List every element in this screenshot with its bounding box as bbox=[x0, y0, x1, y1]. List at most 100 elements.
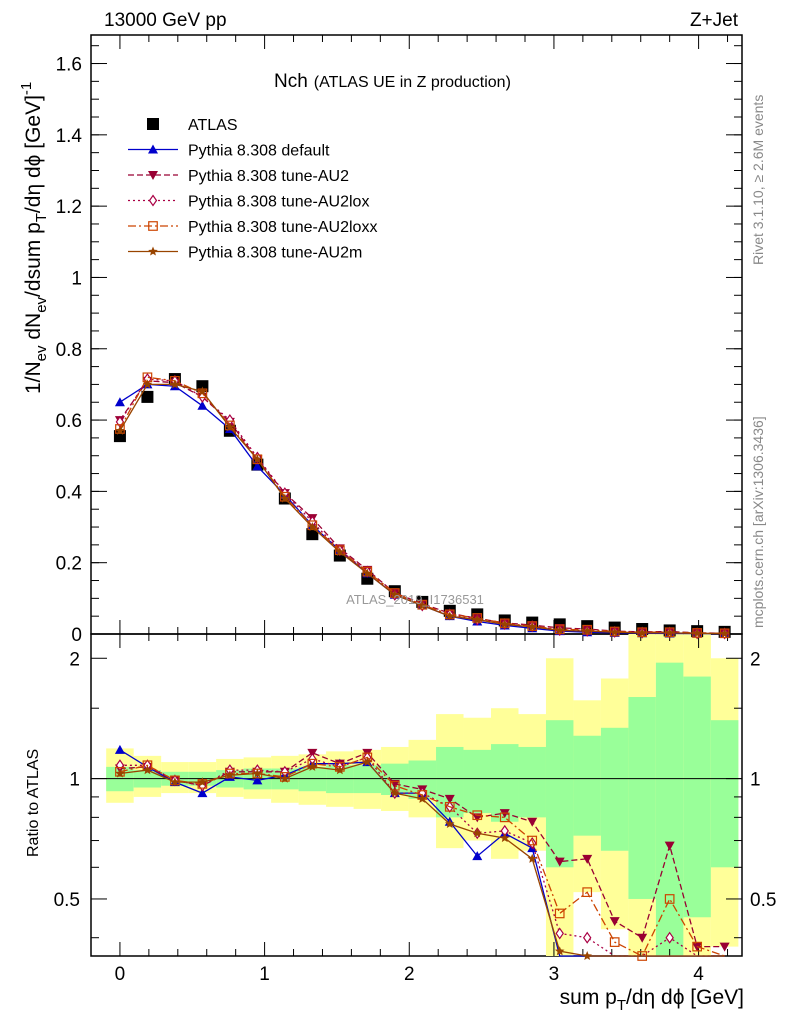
data-point bbox=[472, 614, 482, 624]
data-point bbox=[225, 422, 235, 432]
y-tick-label: 0.4 bbox=[56, 482, 83, 503]
data-point bbox=[389, 588, 400, 598]
y-tick-label: 0.8 bbox=[56, 340, 82, 361]
legend-label: Pythia 8.308 default bbox=[188, 143, 330, 160]
x-tick-label: 1 bbox=[259, 964, 270, 985]
data-point bbox=[141, 390, 154, 403]
ratio-y-tick-label-right: 0.5 bbox=[750, 890, 776, 911]
band-green bbox=[353, 765, 382, 794]
data-point bbox=[390, 788, 400, 798]
data-point bbox=[115, 766, 125, 777]
data-point bbox=[554, 908, 565, 919]
data-point bbox=[445, 819, 455, 828]
data-point bbox=[664, 627, 675, 638]
data-point bbox=[225, 420, 235, 431]
legend-entry: Pythia 8.308 tune-AU2m bbox=[128, 245, 362, 262]
band-green bbox=[463, 749, 492, 814]
axis-ticks bbox=[90, 35, 742, 956]
tick-labels: 0 1 2 3 4 0 0.2 0.4 0.6 0.8 1 1.2 1.4 1.6 0.5 0.5 1 1 2 2 bbox=[54, 55, 777, 985]
legend-label: Pythia 8.308 tune-AU2 bbox=[188, 168, 349, 185]
data-point bbox=[142, 765, 153, 775]
data-point bbox=[334, 545, 345, 556]
ratio-panel-series bbox=[114, 744, 730, 961]
data-point bbox=[225, 768, 235, 779]
data-point bbox=[555, 927, 564, 940]
y-tick-label: 1.6 bbox=[56, 55, 82, 76]
ratio-y-tick-label-right: 1 bbox=[750, 770, 761, 791]
data-point bbox=[472, 810, 483, 821]
data-point bbox=[307, 761, 318, 771]
data-point bbox=[225, 770, 235, 780]
data-point bbox=[719, 942, 730, 952]
data-point bbox=[582, 854, 593, 864]
data-point bbox=[148, 221, 158, 231]
legend-entry: ATLAS bbox=[147, 117, 238, 134]
ratio-y-tick-label-left: 0.5 bbox=[54, 890, 80, 911]
band-green bbox=[683, 676, 711, 918]
ratio-y-tick-label-left: 1 bbox=[69, 770, 80, 791]
data-point bbox=[417, 599, 428, 610]
y-tick-label: 0.2 bbox=[56, 554, 82, 575]
x-tick-label: 2 bbox=[404, 964, 415, 985]
data-point bbox=[444, 801, 455, 812]
band-green bbox=[628, 697, 656, 899]
data-point bbox=[582, 931, 592, 944]
y-tick-label: 0 bbox=[71, 625, 82, 646]
y-tick-label: 1.4 bbox=[56, 126, 83, 147]
x-tick-label: 4 bbox=[693, 964, 704, 985]
data-point bbox=[148, 194, 158, 207]
data-point bbox=[582, 887, 593, 898]
band-green bbox=[491, 744, 519, 822]
data-point bbox=[252, 461, 263, 471]
y-axis-label-bottom: Ratio to ATLAS bbox=[25, 749, 42, 857]
y-tick-label: 1.2 bbox=[56, 197, 82, 218]
data-point bbox=[115, 768, 125, 778]
data-point bbox=[500, 833, 510, 843]
data-point bbox=[609, 627, 620, 637]
data-point bbox=[555, 946, 565, 956]
data-point bbox=[609, 917, 620, 927]
data-point bbox=[280, 773, 290, 783]
energy-label: 13000 GeV pp bbox=[104, 10, 227, 31]
data-point bbox=[115, 424, 125, 434]
band-green bbox=[573, 735, 601, 836]
data-point bbox=[472, 828, 482, 838]
process-label: Z+Jet bbox=[690, 10, 739, 31]
series-5 bbox=[115, 379, 730, 638]
data-point bbox=[197, 400, 208, 410]
mcplots-label: mcplots.cern.ch [arXiv:1306.3436] bbox=[750, 416, 766, 628]
analysis-watermark: ATLAS_2019_I1736531 bbox=[346, 592, 484, 607]
data-point bbox=[554, 857, 565, 867]
data-point bbox=[582, 626, 592, 636]
data-point bbox=[637, 627, 647, 637]
data-point bbox=[114, 744, 125, 754]
data-point bbox=[665, 931, 674, 944]
data-point bbox=[664, 841, 675, 851]
data-point bbox=[637, 933, 648, 943]
y-tick-label: 1 bbox=[71, 268, 82, 289]
data-point bbox=[472, 851, 483, 861]
data-point bbox=[472, 613, 483, 623]
band-green bbox=[600, 727, 629, 851]
data-point bbox=[148, 171, 158, 180]
data-point bbox=[500, 619, 510, 629]
data-point bbox=[148, 144, 158, 154]
data-point bbox=[582, 951, 592, 960]
data-point bbox=[664, 627, 675, 637]
legend-entry: Pythia 8.308 tune-AU2lox bbox=[128, 194, 369, 211]
data-point bbox=[362, 566, 373, 577]
data-point bbox=[147, 118, 159, 130]
data-point bbox=[307, 520, 318, 531]
data-point bbox=[664, 894, 675, 904]
data-point bbox=[306, 528, 319, 541]
legend-entry: Pythia 8.308 tune-AU2loxx bbox=[128, 219, 377, 236]
data-point bbox=[609, 937, 620, 947]
ratio-plot-frame bbox=[90, 633, 743, 957]
band-green bbox=[710, 720, 739, 868]
data-point bbox=[499, 812, 510, 823]
data-point bbox=[527, 817, 538, 827]
x-tick-label: 0 bbox=[115, 964, 126, 985]
data-point bbox=[527, 853, 537, 863]
data-point bbox=[362, 568, 373, 578]
data-point bbox=[417, 793, 427, 803]
